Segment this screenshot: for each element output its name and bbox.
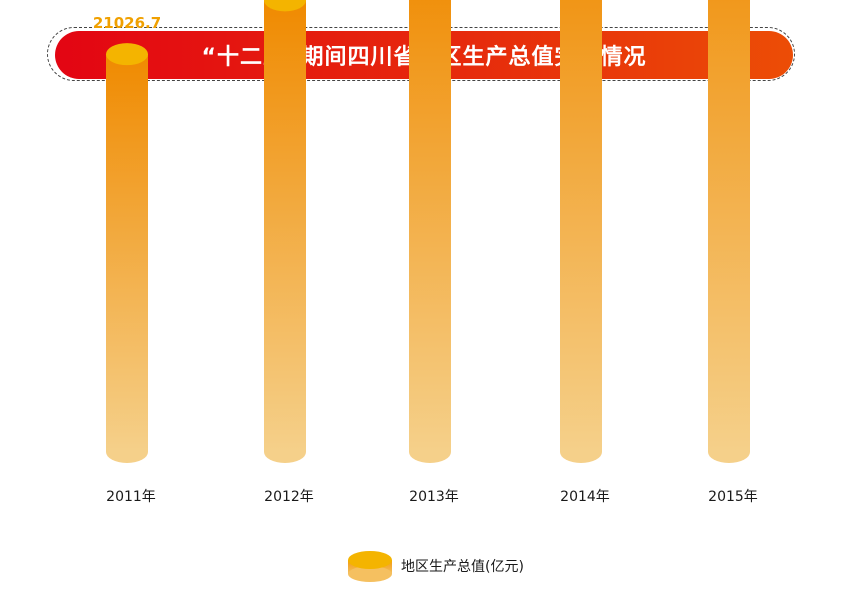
x-tick-label: 2011年 bbox=[106, 489, 156, 505]
x-tick-label: 2012年 bbox=[264, 489, 314, 505]
x-tick-label: 2015年 bbox=[708, 489, 758, 505]
bar-4: 28536.72014年 bbox=[560, 0, 610, 505]
bar-body bbox=[560, 0, 602, 452]
legend-cylinder-icon bbox=[348, 551, 392, 582]
legend: 地区生产总值(亿元) bbox=[347, 548, 524, 584]
bar-1: 21026.7 2011年 bbox=[93, 14, 161, 505]
bar-3: 26392.12013年 bbox=[409, 0, 459, 505]
legend-label: 地区生产总值(亿元) bbox=[401, 559, 524, 575]
x-tick-label: 2014年 bbox=[560, 489, 610, 505]
bar-cap bbox=[106, 43, 148, 66]
bar-cap bbox=[264, 0, 306, 12]
bar-2: 23872.82012年 bbox=[264, 0, 314, 505]
bar-body bbox=[708, 0, 750, 453]
bar-body bbox=[264, 0, 306, 452]
bar-body bbox=[409, 0, 451, 452]
x-tick-label: 2013年 bbox=[409, 489, 459, 505]
bar-body bbox=[106, 54, 148, 452]
bar-5: 30053.12015年 bbox=[708, 0, 758, 505]
value-label: 21026.7 bbox=[93, 14, 161, 32]
